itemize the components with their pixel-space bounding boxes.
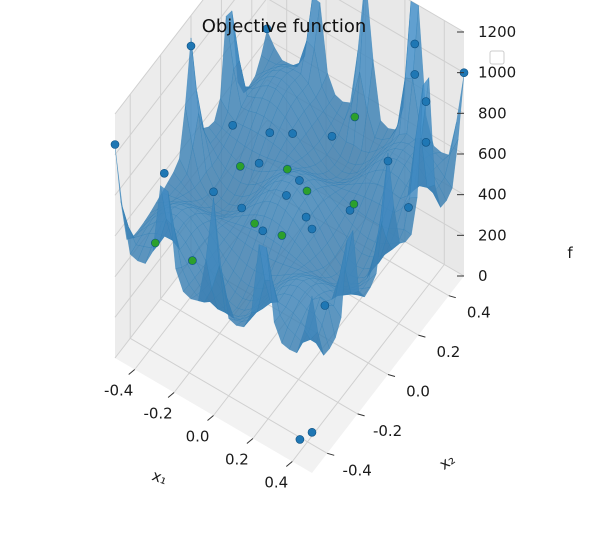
f-tick-label: 200 [478,226,507,244]
blue-point [295,176,304,185]
green-point [151,238,160,248]
f-tick-label: 800 [478,104,507,122]
f-tick-label: 1200 [478,23,516,41]
x1-tick-mark [246,438,254,444]
grid-line-f [114,0,465,115]
x2-tick-label: 0.4 [467,304,491,322]
f-tick-label: 0 [478,267,488,285]
green-point [236,162,245,171]
x2-tick-label: -0.2 [373,422,402,440]
z-axis-title: f [567,244,573,262]
surface-facet [304,295,318,340]
blue-point [421,138,431,147]
chart-title: Objective function [202,16,367,37]
green-point [277,231,287,240]
blue-point [307,427,317,437]
f-tick-label: 600 [478,145,507,163]
x-axis-title: x₁ [150,466,170,488]
blue-point [258,226,268,236]
x1-tick-label: 0.0 [186,428,210,446]
f-tick-label: 400 [478,186,507,204]
blue-point [282,191,291,200]
blue-point [160,169,169,178]
x1-tick-mark [128,369,136,375]
blue-point [410,70,420,79]
blue-point [421,97,431,106]
blue-point [186,41,196,51]
blue-point [209,187,218,197]
green-point [250,219,259,228]
blue-point [265,128,275,137]
green-point [188,256,197,265]
blue-point [307,224,317,234]
scatter-points [110,24,469,444]
x2-tick-label: 0.0 [406,383,430,401]
surface-mesh [114,0,465,356]
blue-point [288,129,297,138]
green-point [302,186,312,196]
x1-tick-label: 0.4 [264,474,288,492]
x1-tick-label: -0.4 [104,382,133,400]
green-point [350,112,360,122]
x2-tick-label: 0.2 [436,343,460,361]
blue-point [295,435,305,444]
blue-point [345,206,355,215]
blue-point [110,140,120,149]
axis-ticks: -0.4 -0.2 0.0 0.2 0.4 -0.4 -0.2 0.0 0.2 0.4 0 200 40… [104,23,516,492]
y-axis-title: x₂ [436,450,459,473]
x1-tick-mark [285,461,293,467]
green-point [282,164,292,174]
grid-line-f [114,0,465,156]
blue-point [383,156,393,166]
blue-point [320,301,330,310]
blue-point [301,212,311,222]
x2-tick-label: -0.4 [343,461,372,479]
x2-tick-mark [418,334,426,338]
blue-point [262,24,272,34]
x2-tick-mark [448,295,456,299]
legend-box [489,50,505,65]
x2-tick-mark [327,452,335,456]
grid-line-f [114,0,465,196]
blue-point [254,158,264,168]
x1-tick-label: -0.2 [143,405,172,423]
blue-point [327,132,337,141]
blue-point [228,121,237,130]
x1-tick-mark [167,392,175,398]
blue-point [237,203,246,213]
x2-tick-mark [357,413,365,417]
x2-tick-mark [387,374,396,377]
x1-tick-label: 0.2 [225,451,249,469]
f-tick-label: 1000 [478,64,516,82]
blue-point [404,203,413,212]
blue-point [410,39,420,49]
x1-tick-mark [207,415,214,421]
green-point [349,199,359,209]
